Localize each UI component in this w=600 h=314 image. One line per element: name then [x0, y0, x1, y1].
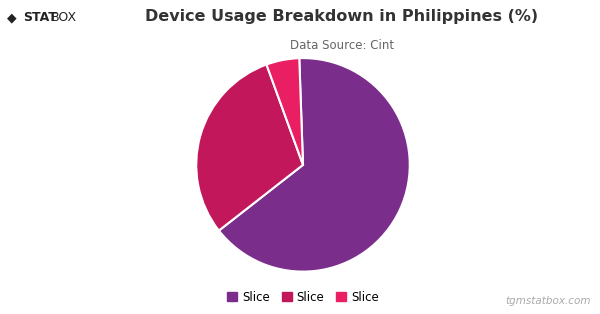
Text: ◆: ◆ [7, 11, 17, 24]
Text: STAT: STAT [23, 11, 56, 24]
Text: Data Source: Cint: Data Source: Cint [290, 39, 394, 52]
Text: tgmstatbox.com: tgmstatbox.com [505, 296, 591, 306]
Wedge shape [196, 65, 303, 230]
Wedge shape [266, 58, 303, 165]
Text: Device Usage Breakdown in Philippines (%): Device Usage Breakdown in Philippines (%… [145, 9, 539, 24]
Text: BOX: BOX [51, 11, 77, 24]
Wedge shape [219, 58, 410, 272]
Legend: Slice, Slice, Slice: Slice, Slice, Slice [223, 286, 383, 308]
